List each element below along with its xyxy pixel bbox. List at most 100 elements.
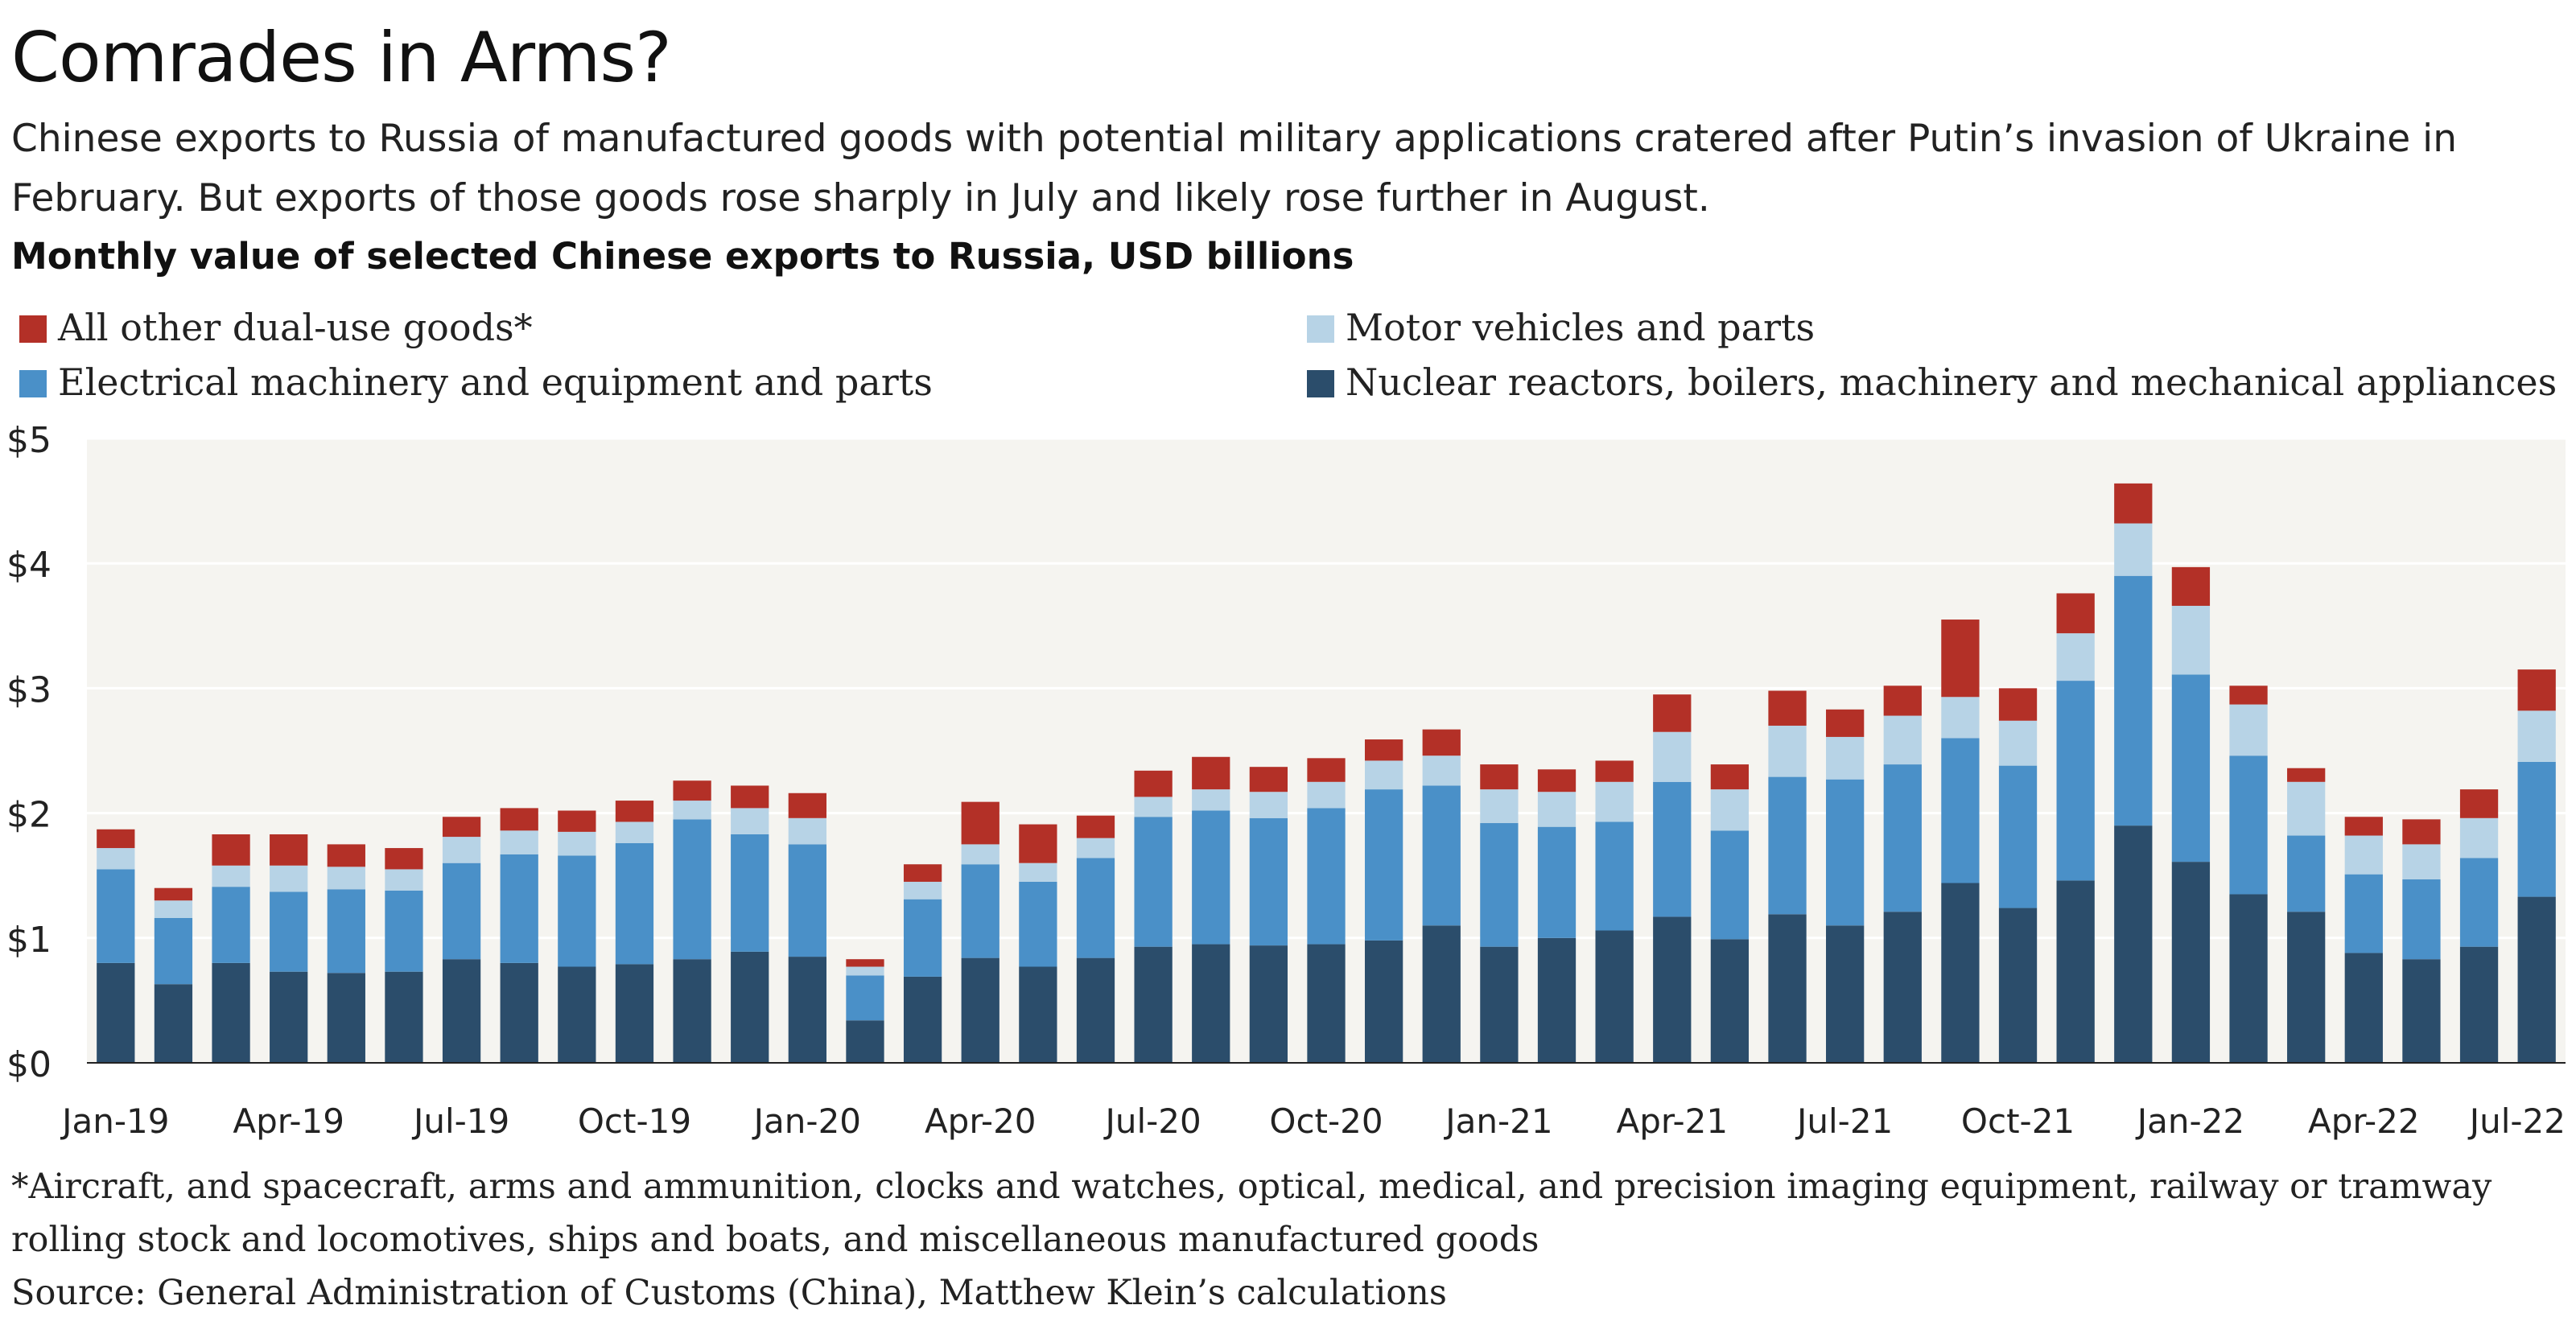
bar-nuclear-jul-19 [442,959,481,1063]
bar-motor-jun-21 [1768,725,1807,777]
legend-label-nuclear: Nuclear reactors, boilers, machinery and… [1346,360,2557,404]
x-tick-label: Apr-21 [1616,1101,1728,1141]
bar-nuclear-nov-21 [2056,880,2095,1063]
bar-nuclear-dec-21 [2114,825,2153,1063]
bar-other-jul-19 [442,817,481,838]
bar-electrical-may-22 [2402,879,2441,960]
x-tick-label: Jul-22 [2467,1101,2566,1141]
bar-nuclear-feb-22 [2229,894,2268,1063]
bar-other-jun-19 [385,848,423,870]
bar-other-feb-19 [154,887,193,901]
bar-other-apr-19 [270,834,308,866]
bar-electrical-aug-21 [1883,764,1922,912]
bar-nuclear-feb-19 [154,984,193,1063]
bar-motor-dec-21 [2114,523,2153,576]
x-tick-label: Jul-20 [1103,1101,1201,1141]
bar-other-aug-20 [1192,756,1230,790]
bar-electrical-feb-20 [846,975,884,1021]
bar-electrical-may-19 [327,889,365,974]
bar-motor-apr-22 [2344,835,2383,875]
bar-electrical-feb-19 [154,917,193,985]
bar-nuclear-nov-20 [1364,940,1403,1063]
legend-swatch-electrical [19,370,47,397]
bar-motor-dec-19 [731,808,769,834]
bar-nuclear-sep-21 [1941,883,1980,1063]
bar-other-jan-20 [788,793,826,818]
bar-nuclear-may-19 [327,973,365,1063]
bar-nuclear-mar-19 [212,962,250,1063]
bar-motor-aug-20 [1192,789,1230,811]
bar-other-jun-22 [2459,789,2499,818]
bar-motor-dec-20 [1422,755,1461,786]
x-tick-label: Oct-21 [1961,1101,2075,1141]
chart-subtitle: Chinese exports to Russia of manufacture… [11,117,2458,220]
bar-nuclear-aug-21 [1883,912,1922,1063]
bar-electrical-apr-19 [270,891,308,972]
bar-electrical-jan-20 [788,844,826,957]
bar-motor-jun-20 [1076,838,1115,858]
bar-other-jan-22 [2171,566,2211,606]
bar-nuclear-jan-21 [1480,946,1519,1063]
bar-other-mar-19 [212,834,250,866]
bar-motor-mar-21 [1595,781,1634,822]
bar-motor-jul-19 [442,837,481,863]
bar-electrical-dec-21 [2114,575,2153,826]
bar-electrical-sep-21 [1941,738,1980,883]
bar-electrical-jul-20 [1134,817,1173,947]
bar-motor-jul-22 [2517,710,2556,762]
bar-nuclear-may-21 [1710,939,1750,1063]
bar-electrical-dec-19 [731,834,769,952]
bar-electrical-jul-19 [442,862,481,960]
bar-nuclear-feb-20 [846,1020,884,1063]
bar-motor-oct-20 [1307,781,1346,809]
bar-electrical-oct-21 [1998,765,2038,908]
x-tick-label: Jul-19 [411,1101,509,1141]
bar-motor-may-20 [1019,862,1057,882]
bar-other-dec-19 [731,785,769,809]
bar-nuclear-mar-21 [1595,930,1634,1063]
bar-nuclear-oct-19 [615,964,654,1063]
x-tick-label: Jan-21 [1443,1101,1552,1141]
bar-nuclear-sep-20 [1249,945,1288,1063]
bar-nuclear-mar-20 [903,976,942,1063]
bar-nuclear-apr-20 [961,957,999,1063]
y-tick-label: $3 [6,669,52,710]
x-tick-label: Jul-21 [1795,1101,1893,1141]
bar-other-mar-21 [1595,760,1634,782]
bar-other-jan-19 [97,829,135,849]
bar-motor-jan-21 [1480,789,1519,824]
bar-motor-nov-20 [1364,760,1403,790]
bar-other-may-19 [327,844,365,867]
bar-electrical-jan-19 [97,869,135,963]
bar-motor-may-19 [327,867,365,890]
bar-electrical-jul-21 [1826,779,1865,926]
bar-nuclear-sep-19 [558,966,596,1063]
footnote: *Aircraft, and spacecraft, arms and ammu… [11,1167,2492,1260]
y-tick-label: $0 [6,1044,52,1085]
bar-nuclear-jan-20 [788,957,826,1063]
bar-motor-feb-21 [1537,792,1577,827]
bar-motor-feb-20 [846,966,884,976]
bar-motor-jan-19 [97,848,135,870]
bar-nuclear-may-22 [2402,959,2441,1063]
bar-nuclear-aug-20 [1192,944,1230,1063]
bar-other-sep-19 [558,810,596,832]
y-tick-label: $1 [6,920,52,961]
legend-label-other: All other dual-use goods* [58,306,533,349]
bar-electrical-may-21 [1710,830,1750,940]
x-tick-label: Jan-19 [60,1101,169,1141]
bar-other-feb-20 [846,959,884,967]
bar-electrical-aug-20 [1192,810,1230,945]
y-tick-label: $5 [6,420,52,461]
bar-other-may-20 [1019,824,1057,863]
bar-other-apr-21 [1653,694,1692,732]
bar-motor-apr-19 [270,865,308,892]
bar-electrical-jun-21 [1768,776,1807,915]
bar-electrical-mar-19 [212,887,250,963]
bar-other-nov-20 [1364,739,1403,761]
bar-other-jan-21 [1480,764,1519,790]
bar-electrical-mar-20 [903,899,942,977]
bar-motor-oct-21 [1998,720,2038,766]
bar-nuclear-apr-22 [2344,953,2383,1063]
legend-label-motor: Motor vehicles and parts [1346,306,1816,349]
